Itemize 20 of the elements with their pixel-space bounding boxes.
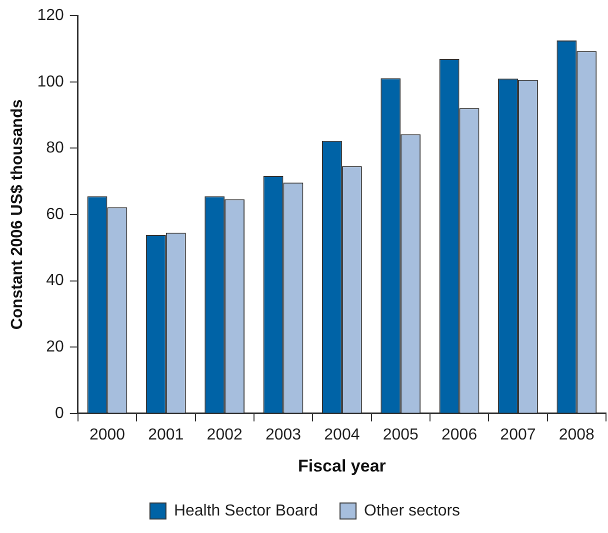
- y-tick-label: 80: [46, 140, 64, 157]
- x-axis-title: Fiscal year: [298, 456, 386, 476]
- y-axis-title: Constant 2006 US$ thousands: [9, 99, 26, 330]
- x-tick-label: 2001: [148, 426, 184, 444]
- y-tick-label: 100: [37, 73, 64, 90]
- y-tick-label: 60: [46, 206, 64, 223]
- y-tick-label: 20: [46, 338, 64, 356]
- y-tick-label: 0: [54, 404, 64, 422]
- x-tick-label: 2005: [382, 426, 419, 444]
- legend-label: Health Sector Board: [174, 502, 318, 520]
- x-tick-label: 2007: [500, 426, 536, 444]
- y-tick-label: 120: [37, 7, 64, 24]
- y-tick-label: 40: [46, 272, 64, 290]
- x-tick-label: 2000: [89, 426, 126, 444]
- x-tick-label: 2008: [558, 426, 595, 444]
- x-tick-label: 2003: [265, 426, 302, 444]
- x-tick-label: 2002: [206, 426, 242, 444]
- legend-label: Other sectors: [364, 502, 460, 520]
- x-tick-label: 2006: [442, 426, 478, 444]
- x-tick-label: 2004: [324, 426, 360, 444]
